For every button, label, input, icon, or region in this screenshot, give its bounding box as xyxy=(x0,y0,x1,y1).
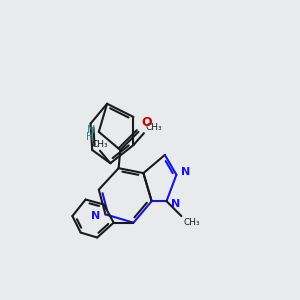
Text: N: N xyxy=(171,199,180,208)
Text: O: O xyxy=(141,116,152,129)
Text: CH₃: CH₃ xyxy=(92,140,108,149)
Text: CH₃: CH₃ xyxy=(146,123,162,132)
Text: N: N xyxy=(91,211,100,221)
Text: CH₃: CH₃ xyxy=(184,218,200,226)
Text: N: N xyxy=(87,125,95,135)
Text: N: N xyxy=(181,167,190,177)
Text: H: H xyxy=(86,132,94,142)
